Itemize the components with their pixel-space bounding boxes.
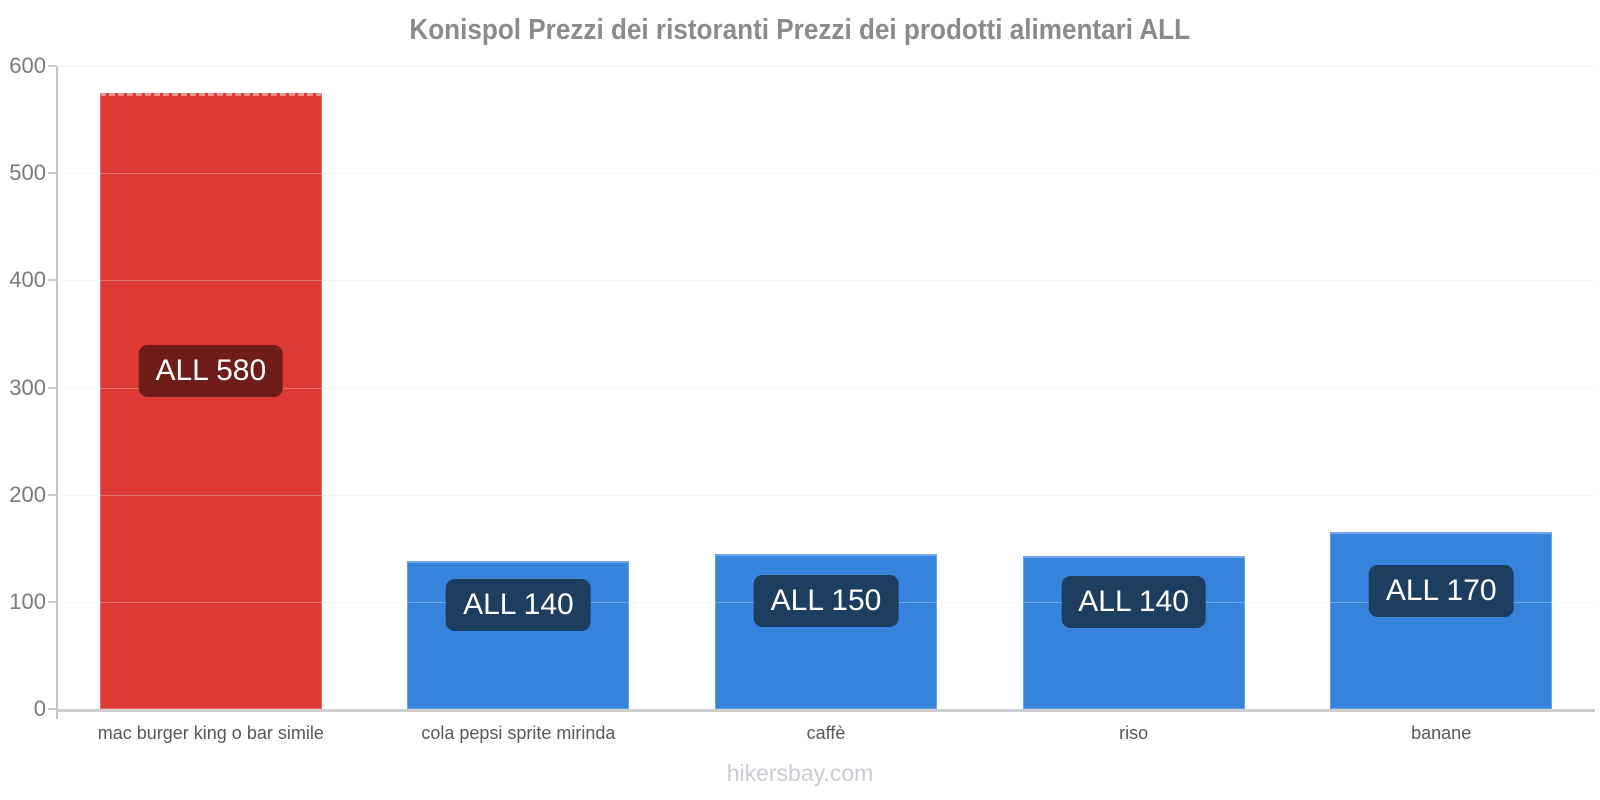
x-axis-label: caffè [806, 723, 846, 743]
bar-value-badge: ALL 150 [753, 575, 899, 628]
gridline-overlay [57, 387, 1595, 389]
y-axis-line [56, 66, 58, 719]
x-axis-baseline [57, 709, 1595, 712]
y-axis-tick [48, 279, 57, 282]
y-axis-tick [48, 172, 57, 175]
y-axis-tick [48, 65, 57, 67]
gridline [57, 173, 1595, 175]
y-axis-tick-label: 200 [9, 481, 46, 507]
y-axis-tick [48, 708, 57, 710]
y-axis-tick-label: 0 [33, 696, 46, 721]
gridline-overlay [57, 66, 1595, 67]
x-axis-label: mac burger king o bar simile [97, 723, 324, 743]
gridline [57, 66, 1595, 67]
y-axis-tick-label: 600 [9, 53, 46, 78]
bar-value-badge: ALL 170 [1368, 564, 1514, 617]
y-axis-tick-label: 100 [9, 588, 46, 614]
y-axis-tick-label: 300 [9, 374, 46, 400]
y-axis-tick-label: 500 [9, 160, 46, 186]
y-axis-tick [48, 600, 57, 603]
y-axis-tick-label: 400 [9, 267, 46, 293]
gridline [57, 387, 1595, 389]
gridline [57, 494, 1595, 496]
chart-title-text: Konispol Prezzi dei ristoranti Prezzi de… [409, 14, 1191, 46]
y-axis-tick [48, 386, 57, 389]
bar-value-badge: ALL 580 [138, 344, 284, 397]
gridline-overlay [57, 173, 1595, 175]
gridline-overlay [57, 280, 1595, 282]
bar-1 [99, 92, 322, 709]
bar-value-badge: ALL 140 [446, 579, 591, 632]
chart-title: Konispol Prezzi dei ristoranti Prezzi de… [0, 14, 1600, 47]
y-axis-tick [48, 493, 57, 496]
bar-5 [1330, 532, 1553, 709]
gridline-overlay [57, 494, 1595, 496]
watermark-brand: hikersbay.com [726, 760, 874, 786]
x-axis-label: banane [1411, 723, 1472, 743]
x-axis-label: cola pepsi sprite mirinda [421, 723, 616, 743]
gridline [57, 280, 1595, 282]
bar-value-badge: ALL 140 [1061, 576, 1206, 629]
x-axis-label: riso [1119, 723, 1149, 743]
